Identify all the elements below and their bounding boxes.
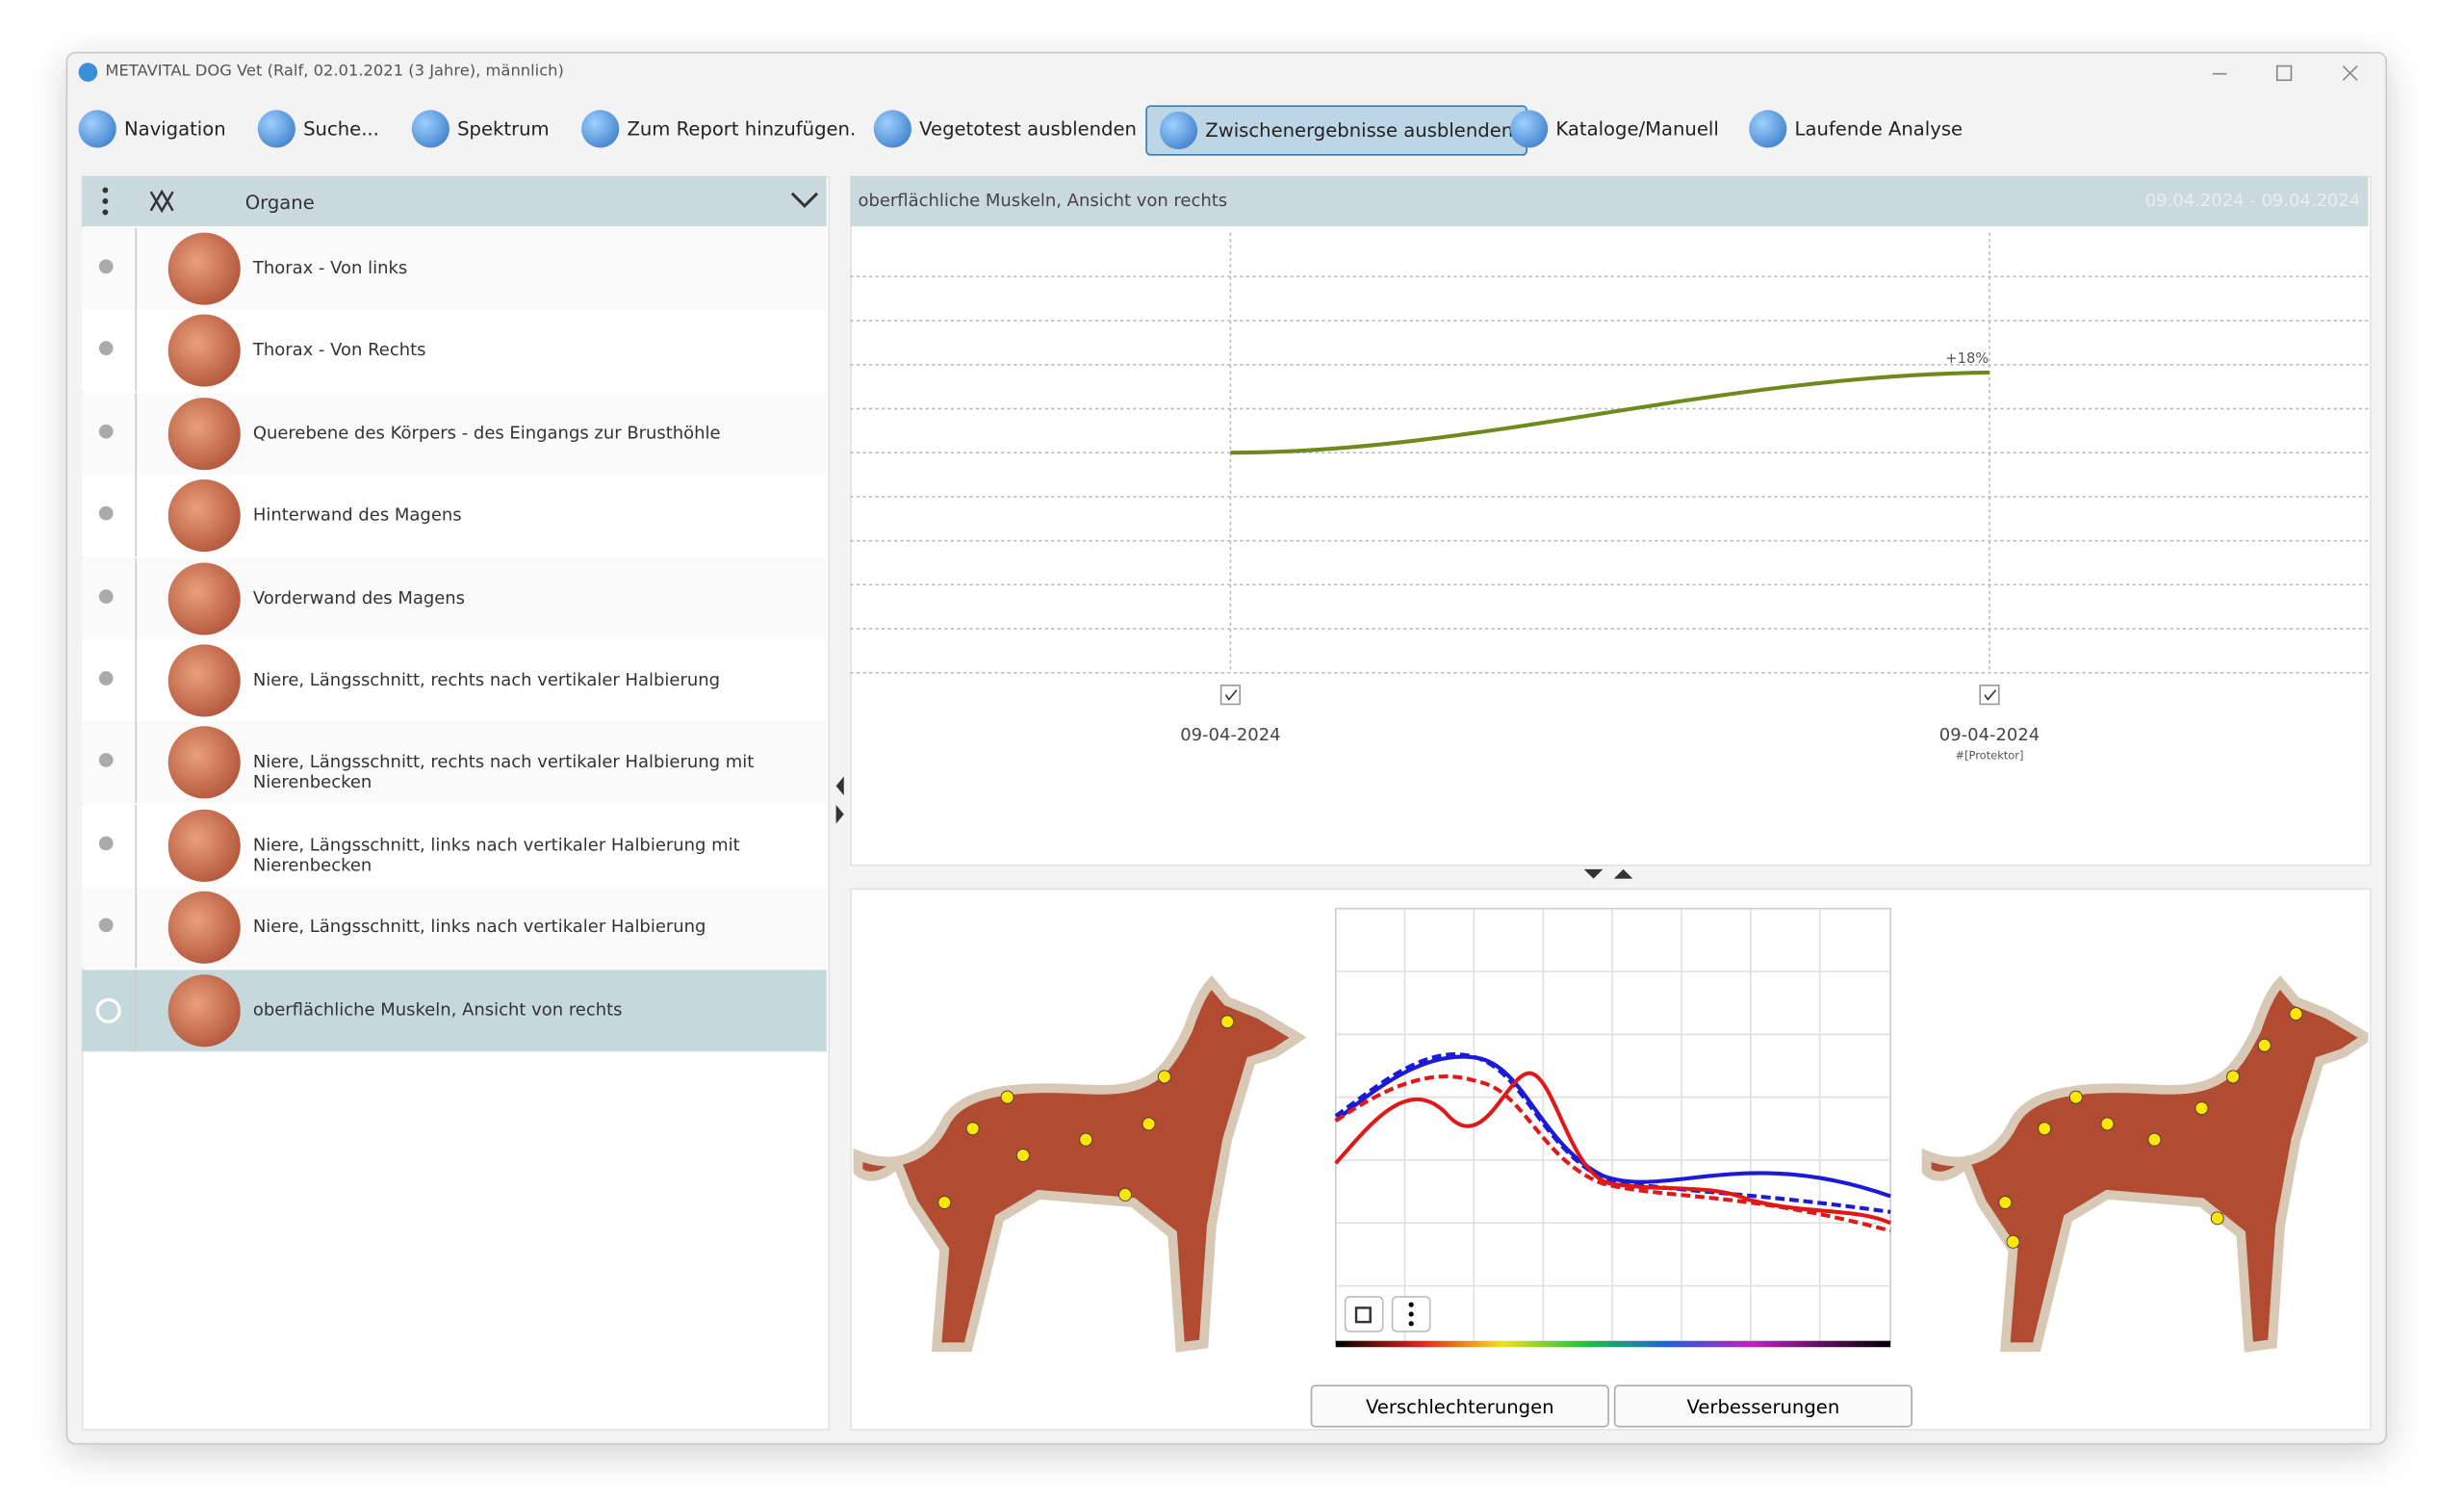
app-icon xyxy=(78,63,98,82)
date-label: 09-04-2024 xyxy=(1938,724,2040,745)
radio[interactable] xyxy=(98,753,114,768)
analysis-graphics xyxy=(853,907,2368,1353)
toolbar-button[interactable]: Zwischenergebnisse ausblenden xyxy=(1145,105,1527,156)
improvement-button[interactable]: Verbesserungen xyxy=(1613,1384,1912,1428)
organ-thumbnail xyxy=(167,232,241,305)
organ-thumbnail xyxy=(167,973,241,1047)
toolbar-label: Navigation xyxy=(123,117,226,141)
organ-label: Thorax - Von links xyxy=(252,257,408,278)
split-toggle[interactable] xyxy=(1579,866,1642,882)
organ-row[interactable]: Niere, Längsschnitt, rechts nach vertika… xyxy=(81,639,827,722)
toolbar-label: Vegetotest ausblenden xyxy=(919,117,1137,141)
organ-label: oberflächliche Muskeln, Ansicht von rech… xyxy=(252,998,623,1020)
toolbar-label: Laufende Analyse xyxy=(1794,117,1964,141)
toolbar-button[interactable]: Navigation xyxy=(78,105,226,152)
toolbar-icon xyxy=(1510,110,1549,148)
toolbar-label: Suche... xyxy=(303,117,379,141)
radio[interactable] xyxy=(95,997,121,1023)
organ-row[interactable]: Querebene des Körpers - des Eingangs zur… xyxy=(81,392,827,475)
toolbar-button[interactable]: Spektrum xyxy=(411,105,550,152)
tree-line xyxy=(135,804,138,887)
window-controls[interactable] xyxy=(2200,60,2374,88)
tree-line xyxy=(135,392,138,475)
toolbar-button[interactable]: Kataloge/Manuell xyxy=(1510,105,1719,152)
organ-label: Niere, Längsschnitt, links nach vertikal… xyxy=(252,834,740,876)
toolbar-button[interactable]: Suche... xyxy=(257,105,379,152)
toolbar-icon xyxy=(78,110,116,148)
organ-label: Vorderwand des Magens xyxy=(252,586,466,608)
organ-row[interactable]: Hinterwand des Magens xyxy=(81,475,827,557)
tree-line xyxy=(135,556,138,639)
organ-row[interactable]: Thorax - Von Rechts xyxy=(81,310,827,393)
organ-row[interactable]: Niere, Längsschnitt, links nach vertikal… xyxy=(81,887,827,970)
organ-thumbnail xyxy=(167,726,241,800)
radio[interactable] xyxy=(98,506,114,521)
organ-header xyxy=(81,175,827,227)
toolbar-icon xyxy=(1749,110,1787,148)
organ-label: Hinterwand des Magens xyxy=(252,504,462,526)
radio[interactable] xyxy=(98,836,114,850)
radio[interactable] xyxy=(98,259,114,274)
window-title: METAVITAL DOG Vet (Ralf, 02.01.2021 (3 J… xyxy=(105,63,564,81)
organ-thumbnail xyxy=(167,479,241,553)
radio[interactable] xyxy=(98,424,114,439)
tree-line xyxy=(135,887,138,970)
date-label: 09-04-2024 xyxy=(1180,724,1281,745)
toolbar-label: Zwischenergebnisse ausblenden xyxy=(1205,119,1514,142)
radio[interactable] xyxy=(98,341,114,356)
organ-row[interactable]: Niere, Längsschnitt, rechts nach vertika… xyxy=(81,722,827,804)
organ-label: Thorax - Von Rechts xyxy=(252,340,426,361)
toolbar-icon xyxy=(581,110,620,148)
organ-thumbnail xyxy=(167,644,241,717)
trend-chart xyxy=(850,232,2369,706)
date-note: #[Protektor] xyxy=(1955,749,2024,763)
radio[interactable] xyxy=(98,671,114,685)
tree-line xyxy=(135,639,138,722)
dog-figure xyxy=(853,975,1307,1353)
organ-label: Querebene des Körpers - des Eingangs zur… xyxy=(252,422,721,444)
organ-thumbnail xyxy=(167,315,241,388)
organ-thumbnail xyxy=(167,561,241,634)
toolbar-icon xyxy=(873,110,911,148)
graph-panel xyxy=(850,175,2372,866)
panel-toggle[interactable] xyxy=(830,770,849,833)
toolbar-button[interactable]: Zum Report hinzufügen. xyxy=(581,105,856,152)
graph-header xyxy=(850,175,2369,227)
tree-line xyxy=(135,722,138,804)
toolbar-label: Spektrum xyxy=(457,117,550,141)
organ-row[interactable]: Niere, Längsschnitt, links nach vertikal… xyxy=(81,804,827,887)
tree-line xyxy=(135,969,138,1051)
organ-label: Niere, Längsschnitt, rechts nach vertika… xyxy=(252,669,721,690)
organ-header-icons[interactable] xyxy=(82,176,827,226)
toolbar-icon xyxy=(257,110,295,148)
toolbar-label: Zum Report hinzufügen. xyxy=(627,117,857,141)
organ-thumbnail xyxy=(167,397,241,470)
radio[interactable] xyxy=(98,918,114,933)
trend-annotation: +18% xyxy=(1945,351,1989,369)
toolbar-label: Kataloge/Manuell xyxy=(1555,117,1719,141)
graph-title: oberflächliche Muskeln, Ansicht von rech… xyxy=(858,190,1228,211)
organ-label: Niere, Längsschnitt, rechts nach vertika… xyxy=(252,752,755,793)
tree-line xyxy=(135,475,138,557)
organ-label: Niere, Längsschnitt, links nach vertikal… xyxy=(252,917,706,938)
graph-date-range: 09.04.2024 - 09.04.2024 xyxy=(2144,190,2361,211)
radio[interactable] xyxy=(98,588,114,604)
tree-line xyxy=(135,310,138,393)
organ-row[interactable]: oberflächliche Muskeln, Ansicht von rech… xyxy=(81,969,827,1051)
toolbar-icon xyxy=(411,110,449,148)
toolbar-button[interactable]: Laufende Analyse xyxy=(1749,105,1963,152)
organ-row[interactable]: Vorderwand des Magens xyxy=(81,556,827,639)
toolbar-icon xyxy=(1159,111,1198,150)
tree-line xyxy=(135,227,138,310)
worsening-button[interactable]: Verschlechterungen xyxy=(1310,1384,1609,1428)
toolbar-button[interactable]: Vegetotest ausblenden xyxy=(873,105,1137,152)
organ-row[interactable]: Thorax - Von links xyxy=(81,227,827,310)
organ-header-label: Organe xyxy=(244,192,315,215)
organ-thumbnail xyxy=(167,892,241,965)
organ-thumbnail xyxy=(167,809,241,882)
